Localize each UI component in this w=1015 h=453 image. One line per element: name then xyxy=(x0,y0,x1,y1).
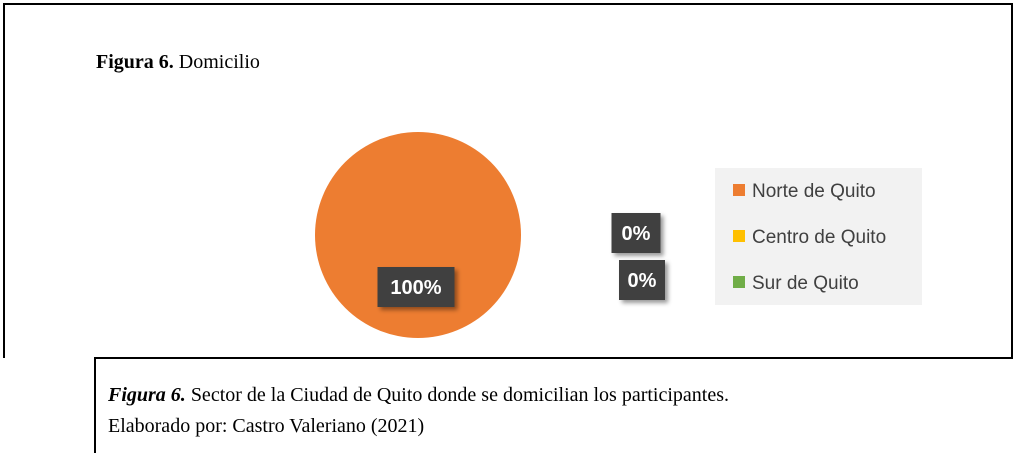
figure-label: Figura 6. xyxy=(96,51,174,73)
legend-swatch xyxy=(733,276,745,288)
data-label: 0% xyxy=(628,270,657,292)
legend-swatch xyxy=(733,230,745,242)
figure-name: Domicilio xyxy=(179,51,260,73)
legend-label: Sur de Quito xyxy=(752,273,859,294)
data-label-box xyxy=(619,260,665,300)
pie-slice xyxy=(315,132,521,338)
legend-label: Centro de Quito xyxy=(752,227,886,248)
data-label-box xyxy=(611,213,661,253)
data-label-box xyxy=(377,267,455,307)
chart: 100% 0% 0% Norte de Quito Centro de Quito Sur… xyxy=(315,132,886,338)
legend-label: Norte de Quito xyxy=(752,181,876,202)
caption: Figura 6. Sector de la Ciudad de Quito d… xyxy=(107,384,729,406)
legend-swatch xyxy=(733,184,745,196)
caption-text: Sector de la Ciudad de Quito donde se do… xyxy=(191,384,729,406)
legend-box xyxy=(715,168,922,305)
data-label: 0% xyxy=(622,223,651,245)
frame xyxy=(3,3,1013,453)
caption-label: Figura 6. xyxy=(107,384,186,406)
credit: Elaborado por: Castro Valeriano (2021) xyxy=(108,415,424,437)
data-label: 100% xyxy=(390,277,441,299)
figure-title: Figura 6. Domicilio xyxy=(96,51,260,73)
